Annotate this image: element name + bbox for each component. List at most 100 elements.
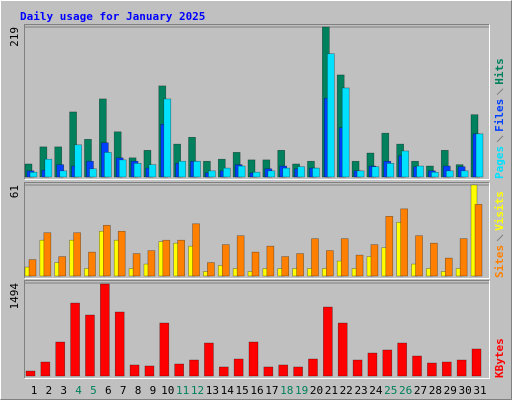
bar <box>326 250 334 277</box>
y-tick-label: 1494 <box>8 283 21 310</box>
bar <box>293 366 303 377</box>
legend-separator <box>496 234 504 242</box>
legend-separator <box>496 135 504 143</box>
bar <box>73 232 81 277</box>
x-tick-label: 2 <box>46 384 53 397</box>
bar <box>103 224 111 277</box>
bar <box>204 342 214 377</box>
legend-entry: Files <box>493 99 506 132</box>
bar <box>89 168 97 178</box>
x-tick-label: 31 <box>473 384 486 397</box>
bar <box>129 364 140 377</box>
bar <box>85 314 95 377</box>
bar <box>441 361 452 377</box>
bar <box>25 370 36 377</box>
x-tick-label: 22 <box>340 384 353 397</box>
bar <box>222 167 231 178</box>
legend-entry: Sites <box>493 245 506 278</box>
bar <box>58 256 67 277</box>
bar <box>70 302 80 377</box>
bar <box>248 341 259 377</box>
bar <box>415 235 423 277</box>
legend-entry: Hits <box>493 58 506 85</box>
x-tick-label: 4 <box>75 384 82 397</box>
bar <box>208 170 216 178</box>
bar <box>340 238 349 277</box>
chart-title: Daily usage for January 2025 <box>20 10 205 23</box>
bar <box>416 165 424 178</box>
bar <box>252 171 261 178</box>
bar <box>74 144 82 178</box>
legend-entry: KBytes <box>493 338 506 378</box>
x-tick-label: 7 <box>120 384 127 397</box>
bar <box>144 365 155 377</box>
x-tick-label: 9 <box>150 384 157 397</box>
bar <box>327 53 335 178</box>
bar <box>207 262 215 277</box>
x-tick-label: 15 <box>236 384 249 397</box>
bar <box>311 238 319 277</box>
bar <box>159 322 170 377</box>
bar <box>430 242 438 277</box>
bar <box>88 251 96 277</box>
bar <box>337 322 348 377</box>
bar <box>189 359 199 377</box>
bar <box>148 164 157 178</box>
bar <box>474 204 483 277</box>
bar <box>281 256 290 277</box>
x-tick-label: 25 <box>384 384 397 397</box>
bar <box>55 341 66 377</box>
bar <box>193 160 201 178</box>
panel-bevel-dark <box>24 280 490 379</box>
bar <box>282 167 291 178</box>
bar <box>29 171 38 178</box>
bar <box>341 87 350 178</box>
x-tick-label: 27 <box>414 384 427 397</box>
bar <box>114 311 125 377</box>
bar <box>296 253 304 277</box>
bar <box>401 150 409 178</box>
x-tick-label: 13 <box>206 384 219 397</box>
panel-bevel-light <box>24 24 490 180</box>
bar <box>382 349 393 377</box>
bar <box>221 244 230 277</box>
x-tick-label: 3 <box>60 384 67 397</box>
x-tick-label: 17 <box>265 384 278 397</box>
bar <box>278 364 289 377</box>
bar <box>59 170 68 178</box>
x-tick-label: 26 <box>399 384 412 397</box>
y-tick-label: 61 <box>8 185 21 198</box>
bar <box>40 361 51 377</box>
bar <box>471 348 482 377</box>
bar <box>444 257 453 277</box>
legend-entry: Visits <box>493 191 506 231</box>
x-tick-label: 23 <box>354 384 367 397</box>
bar <box>147 250 156 277</box>
bar <box>43 232 52 277</box>
bar <box>263 366 274 377</box>
bar <box>460 170 469 178</box>
bar <box>237 165 246 178</box>
panel <box>24 24 490 180</box>
x-tick-label: 20 <box>310 384 323 397</box>
panel-bevel-dark <box>24 182 490 279</box>
bar <box>251 251 260 277</box>
x-tick-label: 10 <box>161 384 174 397</box>
bar <box>117 230 126 277</box>
bar <box>308 358 318 377</box>
bar <box>370 244 379 277</box>
bar <box>100 283 110 377</box>
bar <box>371 166 380 178</box>
bar <box>174 363 184 377</box>
x-tick-label: 30 <box>459 384 472 397</box>
bar <box>400 208 408 277</box>
bar <box>475 133 484 178</box>
bar <box>162 239 171 277</box>
bar <box>356 170 365 178</box>
bar <box>266 245 275 277</box>
bar <box>312 167 320 178</box>
x-tick-label: 24 <box>369 384 383 397</box>
panel-bevel-dark <box>24 24 490 180</box>
bar <box>132 253 141 277</box>
